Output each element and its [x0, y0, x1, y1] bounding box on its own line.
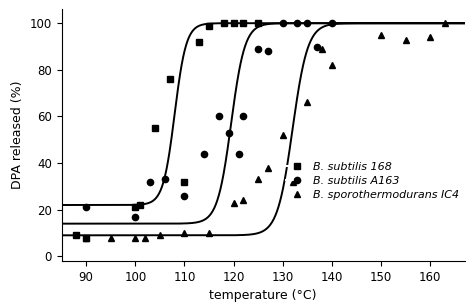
- X-axis label: temperature (°C): temperature (°C): [210, 289, 317, 302]
- Legend: B. subtilis 168, B. subtilis A163, B. sporothermodurans IC4: B. subtilis 168, B. subtilis A163, B. sp…: [286, 162, 459, 200]
- Y-axis label: DPA released (%): DPA released (%): [11, 81, 24, 189]
